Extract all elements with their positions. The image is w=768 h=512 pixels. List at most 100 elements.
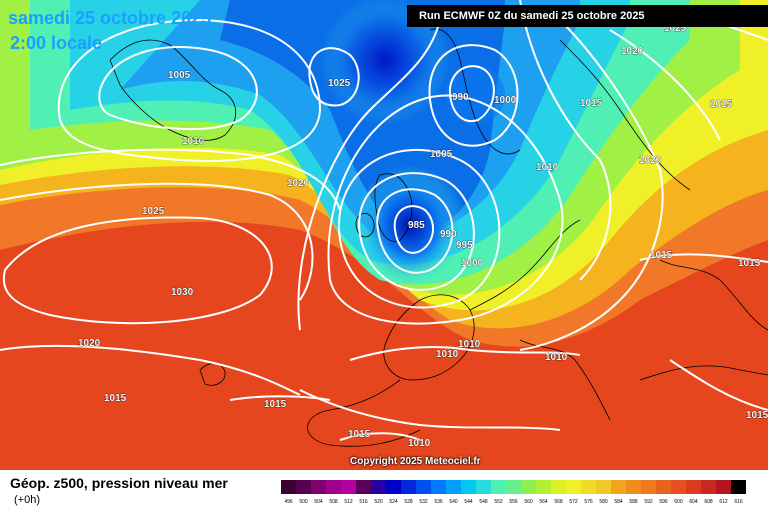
legend-tick-label: 564 [539,499,548,505]
legend-swatch [311,480,326,494]
copyright-notice: Copyright 2025 Meteociel.fr [350,456,481,467]
chart-date-title: samedi 25 octobre 2025 [8,8,212,28]
coastlines [109,28,768,447]
isobar-label: 1010 [545,352,568,363]
legend-swatch [701,480,716,494]
legend-swatch [731,480,746,494]
isobar-label: 1010 [458,339,481,350]
isobars [0,0,768,441]
legend-swatch [326,480,341,494]
legend-tick-label: 588 [629,499,638,505]
isobar-label: 1010 [182,136,205,147]
map-canvas: 1005 1025 990 1000 1015 1010 1020 1005 1… [0,0,768,470]
legend-swatch [521,480,536,494]
isobar-label: 1010 [436,349,459,360]
legend-tick-label: 516 [359,499,368,505]
isobar-label: 990 [452,92,469,103]
legend-swatch [626,480,641,494]
legend-tick-label: 596 [659,499,668,505]
legend-swatch [686,480,701,494]
legend-swatch [401,480,416,494]
isobar-label: 985 [408,220,425,231]
legend-tick-label: 612 [719,499,728,505]
legend-tick-label: 608 [704,499,713,505]
low-center-north [320,0,450,125]
low-center-norway [445,65,505,125]
color-scale [281,480,746,494]
legend-swatch [461,480,476,494]
legend-swatch [566,480,581,494]
legend-tick-label: 572 [569,499,578,505]
isobar-label: 990 [440,229,457,240]
isobar-label: 1025 [142,206,165,217]
legend-swatch [671,480,686,494]
isobar-label: 1025 [328,78,351,89]
legend-tick-label: 544 [464,499,473,505]
isobar-label: 1015 [348,429,371,440]
isobar-label: 1015 [264,399,287,410]
legend-tick-label: 524 [389,499,398,505]
isobar-labels: 1005 1025 990 1000 1015 1010 1020 1005 1… [78,23,768,450]
isobar-label: 1000 [461,258,484,269]
legend-swatch [581,480,596,494]
legend-tick-label: 560 [524,499,533,505]
legend-swatch [656,480,671,494]
legend-tick-label: 616 [734,499,743,505]
legend-tick-label: 540 [449,499,458,505]
legend-swatch [476,480,491,494]
weather-map: 1005 1025 990 1000 1015 1010 1020 1005 1… [0,0,768,470]
legend-swatch [371,480,386,494]
legend-tick-label: 512 [344,499,353,505]
isobar-label: 1015 [650,250,673,261]
lead-time: (+0h) [14,494,40,506]
isobar-label: 1005 [430,149,453,160]
legend-swatch [596,480,611,494]
legend-tick-label: 580 [599,499,608,505]
legend-tick-label: 584 [614,499,623,505]
legend-swatch [641,480,656,494]
legend-tick-label: 520 [374,499,383,505]
legend-swatch [356,480,371,494]
legend-swatch [536,480,551,494]
legend-tick-label: 552 [494,499,503,505]
legend-swatch [611,480,626,494]
isobar-label: 1010 [536,162,559,173]
color-scale-ticks: 496 500 504 508 512 516 520 524 528 532 536 540 544 5… [281,499,746,505]
isobar-label: 1015 [746,410,768,421]
legend-tick-label: 532 [419,499,428,505]
legend-tick-label: 568 [554,499,563,505]
legend-swatch [281,480,296,494]
low-center-biscay [355,165,465,285]
legend-tick-label: 592 [644,499,653,505]
isobar-label: 1015 [580,98,603,109]
legend-swatch [491,480,506,494]
legend-tick-label: 496 [284,499,293,505]
legend-swatch [386,480,401,494]
legend-tick-label: 576 [584,499,593,505]
isobar-label: 1015 [710,99,733,110]
legend-swatch [551,480,566,494]
legend-tick-label: 504 [314,499,323,505]
legend-tick-label: 508 [329,499,338,505]
legend-panel: Géop. z500, pression niveau mer (+0h) 49… [0,470,768,512]
chart-time-title: 2:00 locale [10,33,103,53]
legend-tick-label: 500 [299,499,308,505]
legend-tick-label: 604 [689,499,698,505]
isobar-label: 995 [456,240,473,251]
isobar-label: 1005 [168,70,191,81]
isobar-label: 1015 [738,258,761,269]
legend-swatch [341,480,356,494]
legend-tick-label: 556 [509,499,518,505]
isobar-label: 1020 [287,178,310,189]
legend-tick-label: 536 [434,499,443,505]
legend-swatch [506,480,521,494]
legend-tick-label: 548 [479,499,488,505]
isobar-label: 1015 [104,393,127,404]
isobar-label: 1010 [408,438,431,449]
isobar-label: 1000 [494,95,517,106]
legend-tick-label: 528 [404,499,413,505]
legend-swatch [446,480,461,494]
isobar-label: 1025 [664,23,687,34]
legend-swatch [296,480,311,494]
